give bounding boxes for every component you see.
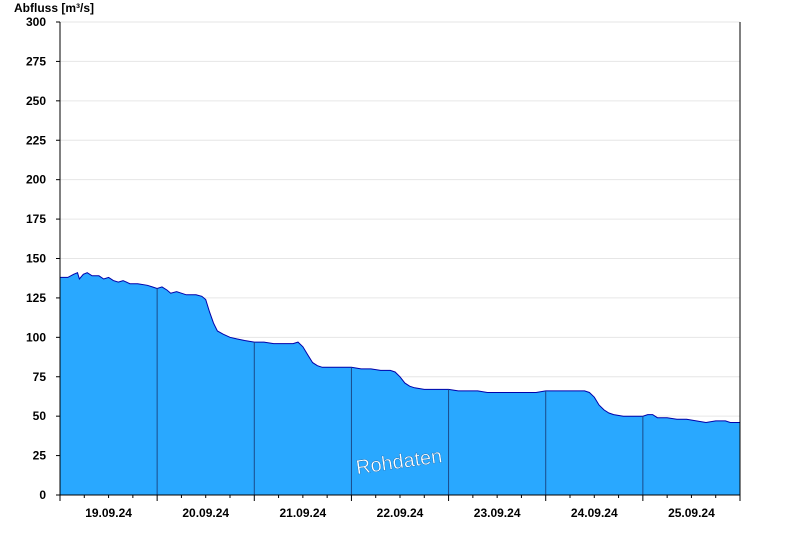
y-tick-label: 75 [33,370,47,384]
x-tick-label: 25.09.24 [668,506,715,520]
y-tick-label: 0 [39,488,46,502]
y-tick-label: 225 [26,133,46,147]
x-tick-label: 24.09.24 [571,506,618,520]
y-tick-label: 100 [26,330,46,344]
x-tick-label: 19.09.24 [85,506,132,520]
y-tick-label: 200 [26,173,46,187]
y-tick-label: 50 [33,409,47,423]
y-tick-label: 250 [26,94,46,108]
x-tick-label: 22.09.24 [377,506,424,520]
y-tick-label: 150 [26,252,46,266]
y-tick-label: 300 [26,15,46,29]
discharge-area [60,272,740,495]
y-tick-label: 175 [26,212,46,226]
y-tick-label: 275 [26,54,46,68]
x-tick-label: 20.09.24 [182,506,229,520]
y-axis-label: Abfluss [m³/s] [14,1,95,15]
x-tick-label: 21.09.24 [279,506,326,520]
y-tick-label: 25 [33,449,47,463]
x-tick-label: 23.09.24 [474,506,521,520]
y-tick-label: 125 [26,291,46,305]
